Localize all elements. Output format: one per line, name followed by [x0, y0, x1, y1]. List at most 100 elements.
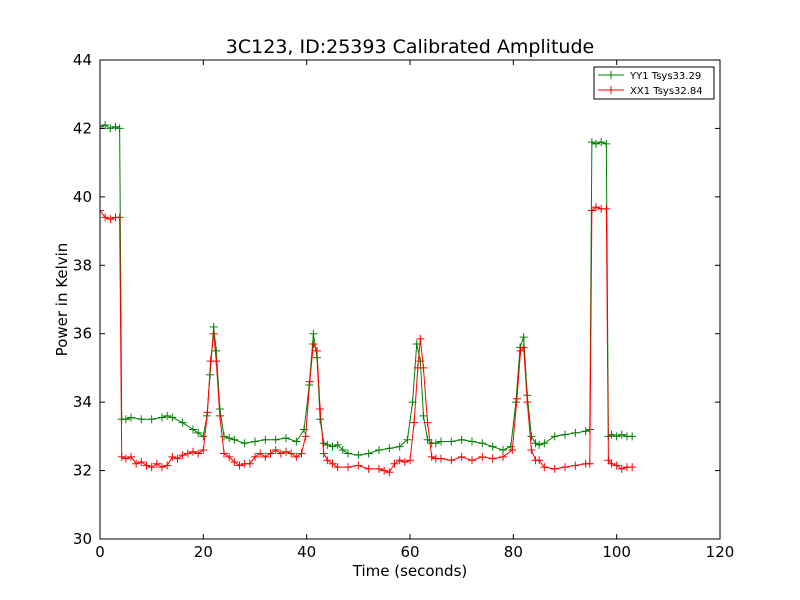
data-point: [344, 463, 352, 472]
data-point: [587, 206, 596, 215]
data-point: [115, 124, 124, 133]
data-point: [333, 440, 342, 449]
data-point: [344, 449, 352, 458]
data-point: [292, 452, 301, 461]
data-point: [581, 427, 590, 436]
data-point: [313, 346, 321, 355]
data-point: [447, 456, 456, 465]
x-tick-label: 100: [602, 543, 631, 561]
data-point: [261, 452, 270, 461]
data-point: [127, 413, 135, 422]
data-point: [106, 215, 115, 224]
data-point: [571, 428, 580, 437]
data-point: [230, 458, 239, 467]
data-point: [535, 456, 544, 465]
data-point: [540, 439, 549, 448]
data-point: [282, 447, 290, 456]
data-point: [468, 437, 476, 446]
data-point: [319, 449, 328, 458]
data-point: [523, 398, 532, 407]
data-point: [617, 464, 626, 473]
data-point: [142, 461, 151, 470]
data-point: [561, 430, 569, 439]
y-tick-label: 34: [73, 393, 92, 411]
data-point: [101, 121, 110, 130]
data-point: [276, 449, 285, 458]
data-point: [220, 449, 228, 458]
data-point: [230, 435, 239, 444]
data-point: [127, 452, 135, 461]
data-point: [215, 411, 224, 420]
data-point: [602, 204, 611, 213]
data-point: [403, 435, 412, 444]
data-point: [209, 322, 218, 331]
x-tick-label: 0: [95, 543, 105, 561]
data-point: [111, 122, 120, 131]
data-point: [447, 437, 456, 446]
data-point: [478, 439, 487, 448]
x-tick-label: 60: [400, 543, 419, 561]
legend: YY1 Tsys33.29 XX1 Tsys32.84: [593, 66, 715, 100]
x-tick-label: 120: [706, 543, 735, 561]
data-point: [203, 408, 212, 417]
data-point: [106, 124, 115, 133]
x-axis-title: Time (seconds): [352, 562, 468, 580]
data-point: [100, 206, 104, 215]
data-point: [256, 449, 265, 458]
data-point: [168, 413, 177, 422]
data-point: [506, 442, 515, 451]
data-point: [115, 213, 124, 222]
data-point: [287, 449, 296, 458]
data-point: [519, 333, 528, 342]
data-point: [400, 458, 409, 467]
data-point: [309, 329, 318, 338]
data-point: [194, 428, 203, 437]
data-point: [423, 435, 432, 444]
data-point: [390, 459, 399, 468]
data-point: [152, 459, 161, 468]
data-point: [592, 139, 600, 148]
data-point: [488, 454, 497, 463]
data-point: [194, 449, 203, 458]
data-point: [235, 461, 244, 470]
data-point: [101, 213, 110, 222]
data-point: [168, 452, 177, 461]
data-point: [147, 463, 156, 472]
data-point: [189, 447, 197, 456]
data-point: [527, 446, 536, 455]
data-point: [617, 430, 626, 439]
series-line-0: [100, 124, 633, 456]
data-point: [607, 459, 616, 468]
data-point: [531, 439, 540, 448]
data-point: [354, 451, 363, 460]
data-point: [612, 461, 621, 470]
y-tick-label: 38: [73, 256, 92, 274]
legend-label: XX1 Tsys32.84: [630, 86, 703, 97]
data-point: [478, 452, 487, 461]
data-point: [410, 418, 419, 427]
data-point: [137, 415, 146, 424]
data-point: [508, 446, 517, 455]
data-point: [251, 437, 259, 446]
data-point: [137, 458, 146, 467]
data-point: [535, 440, 544, 449]
x-tick-label: 40: [297, 543, 316, 561]
y-tick-label: 42: [73, 119, 92, 137]
data-point: [499, 446, 507, 455]
data-point: [212, 346, 221, 355]
data-point: [261, 435, 270, 444]
data-point: [178, 418, 187, 427]
y-tick-label: 40: [73, 188, 92, 206]
plot-layer: [100, 121, 637, 477]
data-point: [587, 138, 596, 147]
data-point: [173, 454, 182, 463]
data-point: [395, 456, 404, 465]
series-group: [100, 121, 637, 477]
data-point: [380, 466, 389, 475]
data-point: [199, 432, 208, 441]
data-point: [328, 459, 337, 468]
data-point: [316, 415, 325, 424]
data-point: [457, 435, 466, 444]
data-point: [431, 439, 440, 448]
